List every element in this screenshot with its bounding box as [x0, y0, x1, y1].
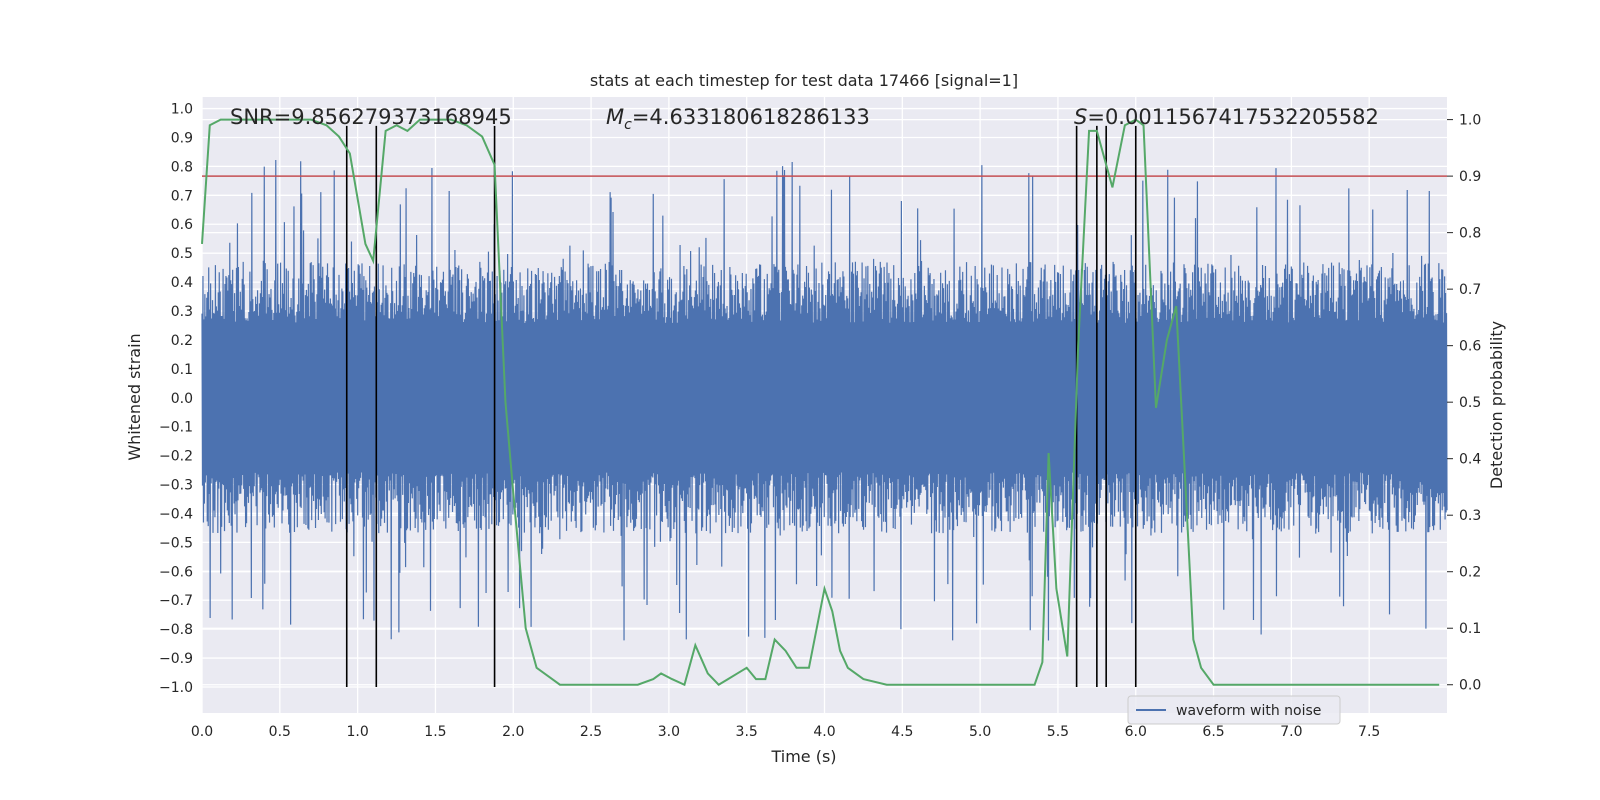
chirp-mass-value: =4.633180618286133 [632, 105, 870, 129]
x-tick-label: 7.0 [1280, 724, 1302, 740]
y-tick-label: 0.6 [171, 217, 193, 233]
legend: waveform with noise [1127, 695, 1341, 725]
y-tick-label: −1.0 [159, 680, 193, 696]
legend-box [1127, 695, 1341, 725]
x-tick-label: 2.5 [580, 724, 602, 740]
y-tick-label: 0.9 [171, 130, 193, 146]
x-tick-label: 0.0 [191, 724, 213, 740]
y-tick-label: 0.4 [171, 275, 193, 291]
waveform-line [201, 159, 1448, 641]
x-tick-label: 1.0 [346, 724, 368, 740]
s-symbol: S [1074, 105, 1087, 129]
y2-tick-label: 0.7 [1459, 282, 1481, 298]
waveform-series [201, 159, 1448, 641]
axes: 0.0 0.5 1.0 1.5 2.0 2.5 3.0 3.5 4.0 4.5 5.0 5.5 6.0 6… [159, 102, 1481, 740]
y-tick-label: −0.7 [159, 593, 193, 609]
y2-tick-label: 0.0 [1459, 678, 1481, 694]
x-tick-label: 1.5 [424, 724, 446, 740]
y-tick-label: −0.2 [159, 449, 193, 465]
chirp-mass-symbol: M [606, 105, 624, 129]
y-tick-label: 1.0 [171, 102, 193, 118]
y-tick-label: 0.8 [171, 159, 193, 175]
y-tick-label: −0.8 [159, 622, 193, 638]
y2-tick-label: 0.2 [1459, 565, 1481, 581]
s-annotation: S=0.0011567417532205582 [1074, 105, 1379, 129]
y2-tick-label: 0.1 [1459, 621, 1481, 637]
y-tick-label: 0.2 [171, 333, 193, 349]
y-tick-label: 0.7 [171, 188, 193, 204]
x-tick-label: 4.0 [813, 724, 835, 740]
y2-tick-label: 0.9 [1459, 169, 1481, 185]
chart-title: stats at each timestep for test data 174… [590, 71, 1018, 90]
y-tick-label: −0.3 [159, 478, 193, 494]
y-tick-label: −0.6 [159, 564, 193, 580]
x-axis-label: Time (s) [770, 747, 836, 766]
x-tick-label: 4.5 [891, 724, 913, 740]
y2-tick-label: 0.5 [1459, 395, 1481, 411]
x-tick-label: 5.5 [1047, 724, 1069, 740]
y-tick-label: 0.3 [171, 304, 193, 320]
y-tick-label: −0.1 [159, 420, 193, 436]
y2-tick-label: 0.3 [1459, 508, 1481, 524]
x-tick-label: 2.0 [502, 724, 524, 740]
x-tick-label: 3.0 [658, 724, 680, 740]
x-tick-label: 5.0 [969, 724, 991, 740]
y2-tick-label: 0.8 [1459, 226, 1481, 242]
y-tick-label: 0.0 [171, 391, 193, 407]
legend-label-waveform: waveform with noise [1176, 703, 1321, 719]
x-tick-label: 7.5 [1358, 724, 1380, 740]
y-tick-label: 0.5 [171, 246, 193, 262]
y-tick-label: −0.9 [159, 651, 193, 667]
y-tick-label: 0.1 [171, 362, 193, 378]
y-tick-label: −0.5 [159, 535, 193, 551]
snr-annotation: SNR=9.856279373168945 [230, 105, 512, 129]
s-value: =0.0011567417532205582 [1087, 105, 1379, 129]
y2-tick-label: 0.6 [1459, 339, 1481, 355]
y-tick-label: −0.4 [159, 506, 193, 522]
y-axis-label: Whitened strain [125, 333, 144, 460]
x-tick-label: 3.5 [736, 724, 758, 740]
y2-axis-label: Detection probability [1487, 321, 1506, 489]
x-tick-label: 0.5 [269, 724, 291, 740]
probability-series [201, 118, 1440, 687]
y2-tick-label: 1.0 [1459, 113, 1481, 129]
x-tick-label: 6.5 [1202, 724, 1224, 740]
y2-tick-label: 0.4 [1459, 452, 1481, 468]
probability-line [201, 118, 1440, 687]
x-tick-label: 6.0 [1125, 724, 1147, 740]
chirp-mass-annotation: Mc=4.633180618286133 [606, 105, 870, 133]
chirp-mass-subscript: c [624, 117, 632, 133]
